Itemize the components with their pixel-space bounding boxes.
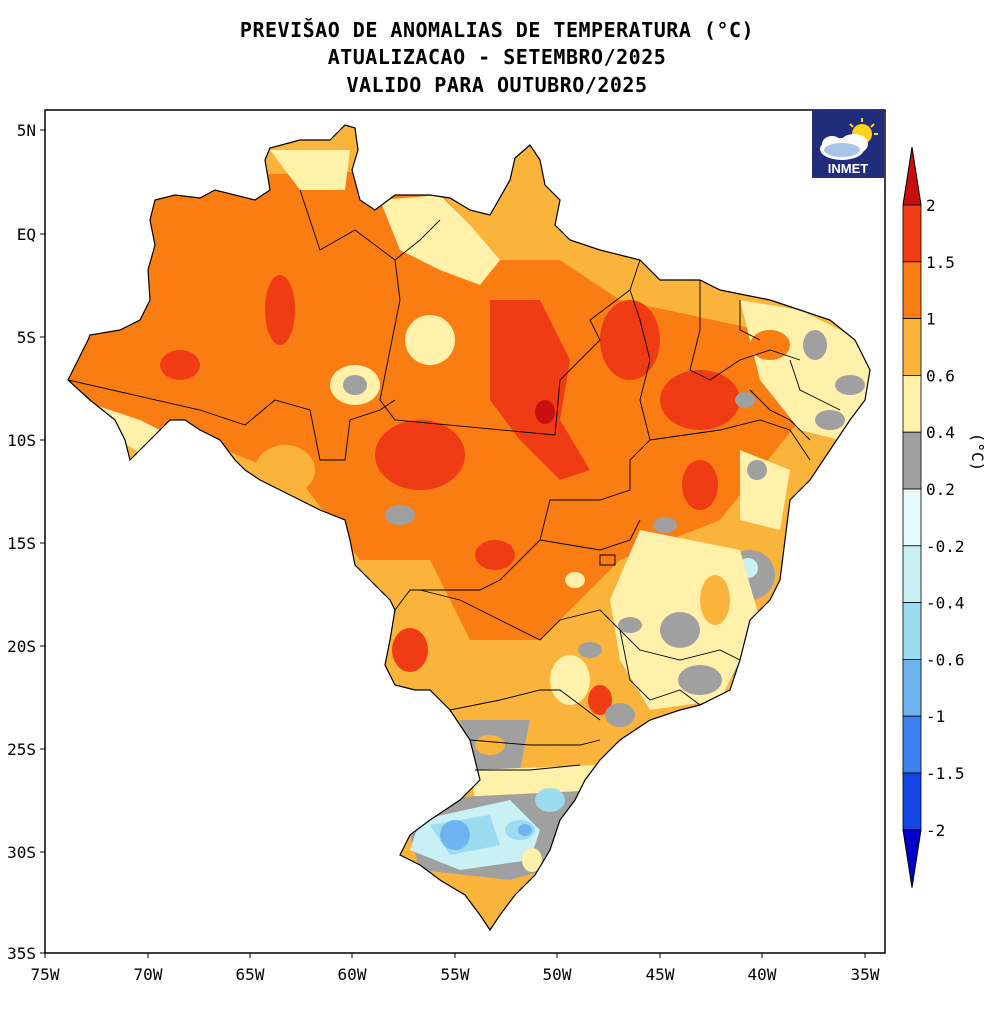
lon-tick-label: 45W	[646, 965, 675, 984]
colorbar-swatch	[902, 488, 922, 547]
colorbar-swatch	[902, 602, 922, 660]
colorbar-level-label: -1.5	[926, 764, 965, 783]
colorbar-level-label: -0.4	[926, 594, 965, 613]
chart-title-line2: ATUALIZACAO - SETEMBRO/2025	[327, 45, 667, 69]
lon-tick-label: 35W	[851, 965, 880, 984]
colorbar-level-label: 0.6	[926, 366, 955, 385]
colorbar-swatch	[902, 374, 922, 433]
colorbar-level-label: -0.2	[926, 537, 965, 556]
lat-tick-label: 25S	[7, 740, 36, 759]
colorbar-swatch	[902, 659, 922, 717]
lon-tick-label: 50W	[543, 965, 572, 984]
lat-tick-label: 35S	[7, 944, 36, 963]
logo-text: INMET	[827, 161, 869, 176]
colorbar-unit-label: (°C)	[968, 433, 987, 472]
lat-tick-label: 5S	[17, 328, 36, 347]
lon-tick-label: 65W	[236, 965, 265, 984]
lon-tick-label: 75W	[31, 965, 60, 984]
colorbar-swatch	[902, 715, 922, 774]
colorbar-level-label: 1.5	[926, 253, 955, 272]
country-outline	[67, 124, 871, 932]
longitude-axis: 75W 70W 65W 60W 55W 50W 45W 40W 35W	[31, 953, 880, 984]
colorbar-level-label: -2	[926, 821, 945, 840]
lon-tick-label: 55W	[441, 965, 470, 984]
lon-tick-label: 70W	[134, 965, 163, 984]
lat-tick-label: 15S	[7, 534, 36, 553]
lat-tick-label: 10S	[7, 431, 36, 450]
colorbar-level-label: -1	[926, 707, 945, 726]
chart-title-line1: PREVIŠAO DE ANOMALIAS DE TEMPERATURA (°C…	[239, 18, 755, 42]
colorbar-level-label: -0.6	[926, 650, 965, 669]
inmet-logo: INMET	[812, 110, 884, 178]
colorbar-level-label: 0.4	[926, 423, 955, 442]
colorbar-swatch	[902, 261, 922, 319]
colorbar-swatch	[902, 772, 922, 831]
colorbar: 2 1.5 1 0.6 0.4 0.2 -0.2 -0.4 -0.6 -1 -1.5 -2	[902, 146, 965, 888]
chart-title-line3: VALIDO PARA OUTUBRO/2025	[346, 73, 648, 97]
state-borders	[67, 189, 841, 771]
colorbar-swatch	[902, 431, 922, 490]
colorbar-swatch	[902, 204, 922, 263]
lon-tick-label: 60W	[338, 965, 367, 984]
colorbar-level-label: 1	[926, 310, 936, 329]
colorbar-swatch	[902, 318, 922, 376]
lon-tick-label: 40W	[748, 965, 777, 984]
colorbar-level-label: 0.2	[926, 480, 955, 499]
lat-tick-label: EQ	[17, 225, 36, 244]
colorbar-level-label: 2	[926, 196, 936, 215]
lat-tick-label: 20S	[7, 637, 36, 656]
colorbar-swatch	[902, 545, 922, 603]
cloud-sun-icon	[820, 118, 878, 160]
colorbar-arrow-bottom	[902, 829, 922, 888]
latitude-axis: 5N EQ 5S 10S 15S 20S 25S 30S 35S	[7, 121, 45, 963]
lat-tick-label: 5N	[17, 121, 36, 140]
colorbar-arrow-top	[902, 146, 922, 206]
lat-tick-label: 30S	[7, 843, 36, 862]
